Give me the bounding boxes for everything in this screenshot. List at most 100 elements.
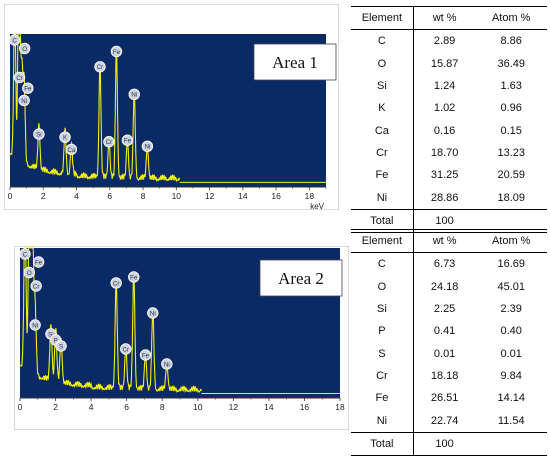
cell-atom: 45.01: [497, 280, 525, 293]
cell-wt: 6.73: [433, 258, 456, 271]
x-tick-label: 8: [160, 402, 165, 412]
table-row: Ni 22.74 11.54: [351, 409, 547, 433]
cell-wt: 28.86: [430, 191, 459, 204]
cell-atom: 18.09: [497, 191, 525, 204]
table-row: Cr 18.70 13.23: [351, 141, 547, 165]
table-row: Cr 18.18 9.84: [351, 364, 547, 388]
peak-label: Cr: [94, 61, 106, 73]
peak-label-text: Fe: [113, 49, 121, 56]
cell-element: P: [351, 320, 414, 343]
peak-marker: [120, 343, 132, 355]
cell-element: Ni: [351, 186, 414, 210]
cell-element: C: [351, 29, 414, 53]
cell-atom: 20.59: [497, 169, 525, 182]
x-tick-label: 4: [89, 402, 94, 412]
table-row: Ca 0.16 0.15: [351, 119, 547, 142]
x-axis-label: keV: [310, 202, 324, 210]
peak-label: Fe: [22, 82, 34, 94]
peak-marker: [59, 131, 71, 143]
peak-marker: [110, 45, 123, 58]
area-label: Area 1: [272, 53, 318, 72]
peak-marker: [19, 248, 31, 260]
peak-label-text: Si: [48, 331, 54, 338]
peak-label-text: Cr: [16, 75, 23, 82]
area-label-box: [259, 259, 343, 297]
table-header-row: Element wt % Atom %: [351, 5, 547, 31]
peak-marker: [161, 358, 173, 370]
table-row: Fe 26.51 14.14: [351, 387, 547, 410]
x-tick-label: 4: [74, 191, 79, 201]
peak-label: Cr: [103, 136, 115, 148]
peak-label: Fe: [121, 134, 134, 146]
area-label-box: [253, 43, 337, 81]
cell-element: Cr: [351, 364, 414, 388]
table-row: O 15.87 36.49: [351, 52, 547, 75]
peak-label-text: Fe: [24, 86, 32, 93]
cell-atom: 0.96: [500, 102, 522, 115]
cell-wt: 18.18: [430, 369, 459, 382]
cell-element: Ca: [351, 119, 414, 142]
peak-marker: [55, 340, 67, 352]
peak-label-text: Ni: [164, 361, 170, 368]
x-tick-label: 12: [205, 191, 215, 201]
peak-label-text: Cr: [113, 280, 120, 287]
peak-label-text: Cr: [123, 346, 130, 353]
peak-label: Fe: [139, 349, 152, 361]
peak-marker: [29, 319, 41, 331]
peak-marker: [33, 128, 45, 140]
total-label: Total: [351, 431, 414, 456]
cell-wt: 18.70: [430, 146, 459, 159]
peak-label: C: [19, 248, 31, 260]
cell-element: K: [351, 97, 414, 120]
peak-marker: [13, 71, 26, 84]
peak-label: Ni: [141, 140, 154, 153]
peak-marker: [23, 266, 35, 279]
cell-wt: 1.24: [433, 80, 456, 93]
table-row: S 0.01 0.01: [351, 342, 547, 365]
cell-wt: 22.74: [430, 414, 459, 427]
x-tick-label: 16: [271, 191, 281, 201]
cell-element: Si: [351, 297, 414, 321]
table-row: Si 1.24 1.63: [351, 74, 547, 98]
cell-wt: 1.02: [433, 102, 456, 115]
peak-label-text: Ni: [131, 92, 137, 99]
peak-marker: [141, 140, 154, 153]
cell-atom: 13.23: [497, 146, 525, 159]
cell-atom: 8.86: [500, 35, 522, 48]
table-header-row: Element wt % Atom %: [351, 228, 547, 254]
cell-atom: 14.14: [497, 392, 525, 405]
peak-marker: [128, 88, 140, 101]
cell-atom: 36.49: [497, 57, 525, 70]
table-row: Si 2.25 2.39: [351, 297, 547, 321]
peak-label-text: Fe: [35, 259, 43, 266]
peak-label-text: Ni: [32, 322, 38, 329]
peak-label: Ca: [65, 143, 78, 156]
x-tick-label: 12: [229, 402, 239, 412]
peak-label-text: Ca: [67, 147, 75, 154]
x-tick-label: 2: [41, 191, 46, 201]
table-row: C 2.89 8.86: [351, 29, 547, 53]
peak-label-text: P: [54, 337, 58, 344]
table-row: C 6.73 16.69: [351, 252, 547, 276]
peak-marker: [22, 82, 34, 94]
peak-label: O: [23, 266, 35, 279]
x-tick-label: 10: [172, 191, 182, 201]
peak-marker: [128, 271, 140, 283]
cell-wt: 2.89: [433, 35, 456, 48]
composition-table-area-1: Element wt % Atom % C 2.89 8.86 O 15.87 36.4…: [351, 5, 547, 233]
table-row: Ni 28.86 18.09: [351, 186, 547, 210]
x-tick-label: 6: [124, 402, 129, 412]
x-tick-label: 0: [8, 191, 13, 201]
cell-wt: 0.16: [433, 124, 456, 137]
peak-label-text: C: [12, 37, 17, 44]
peak-label-text: Ni: [144, 144, 150, 151]
total-atom: [475, 208, 547, 233]
peak-marker: [103, 136, 115, 148]
area-label: Area 2: [278, 269, 324, 288]
x-tick-label: 14: [264, 402, 274, 412]
x-tick-label: 10: [193, 402, 203, 412]
peak-label-text: Ni: [150, 310, 156, 317]
peak-label: Ni: [128, 88, 140, 101]
x-tick-label: 14: [238, 191, 248, 201]
